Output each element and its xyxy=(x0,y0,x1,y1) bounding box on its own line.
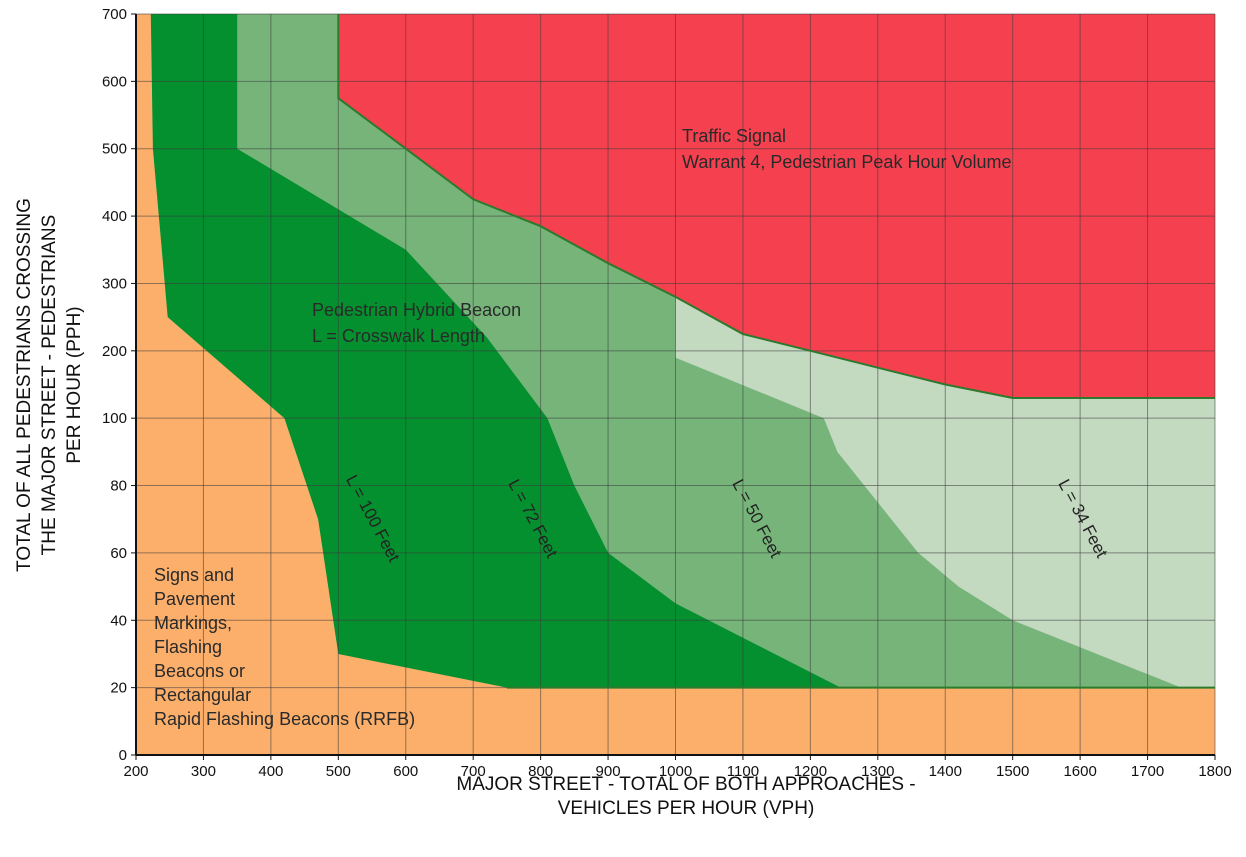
region-signs xyxy=(136,14,1215,755)
y-tick-label-300: 300 xyxy=(102,275,127,292)
x-tick-label-1200: 1200 xyxy=(794,763,827,780)
x-tick-label-700: 700 xyxy=(461,763,486,780)
y-tick-label-80: 80 xyxy=(110,478,127,495)
y-tick-label-600: 600 xyxy=(102,73,127,90)
beacon-label-2: L = Crosswalk Length xyxy=(312,326,485,346)
x-tick-label-600: 600 xyxy=(393,763,418,780)
y-tick-label-0: 0 xyxy=(119,747,127,764)
signs-label-line-3: Markings, xyxy=(154,613,232,633)
y-tick-label-200: 200 xyxy=(102,343,127,360)
y-axis-title-line-1: TOTAL OF ALL PEDESTRIANS CROSSING xyxy=(14,198,35,572)
traffic-signal-label-1: Traffic Signal xyxy=(682,126,786,146)
beacon-label-1: Pedestrian Hybrid Beacon xyxy=(312,300,521,320)
signs-label-line-4: Flashing xyxy=(154,637,222,657)
signs-label-line-2: Pavement xyxy=(154,589,235,609)
x-tick-label-1600: 1600 xyxy=(1063,763,1096,780)
traffic-signal-label-2: Warrant 4, Pedestrian Peak Hour Volume xyxy=(682,152,1012,172)
x-tick-label-1100: 1100 xyxy=(727,763,759,780)
region-traffic-signal xyxy=(338,14,1215,398)
x-tick-label-1800: 1800 xyxy=(1198,763,1231,780)
x-axis-title-line-1: MAJOR STREET - TOTAL OF BOTH APPROACHES … xyxy=(456,774,915,795)
signal-boundary-line xyxy=(337,14,1215,399)
y-tick-label-60: 60 xyxy=(110,545,127,562)
x-tick-label-400: 400 xyxy=(258,763,283,780)
y-axis-title-line-3: PER HOUR (PPH) xyxy=(64,306,85,463)
x-tick-label-1700: 1700 xyxy=(1131,763,1164,780)
x-tick-label-1500: 1500 xyxy=(996,763,1029,780)
signs-label-line-5: Beacons or xyxy=(154,661,245,681)
signs-label-line-6: Rectangular xyxy=(154,685,251,705)
signs-label-line-1: Signs and xyxy=(154,565,234,585)
x-tick-label-200: 200 xyxy=(123,763,148,780)
y-tick-label-700: 700 xyxy=(102,6,127,23)
y-tick-label-100: 100 xyxy=(102,410,127,427)
x-tick-label-1300: 1300 xyxy=(861,763,894,780)
y-axis-title-line-2: THE MAJOR STREET - PEDESTRIANS xyxy=(39,215,60,556)
x-tick-label-800: 800 xyxy=(528,763,553,780)
y-tick-label-40: 40 xyxy=(110,612,127,629)
x-tick-label-1400: 1400 xyxy=(929,763,962,780)
y-tick-label-500: 500 xyxy=(102,141,127,158)
x-tick-label-300: 300 xyxy=(191,763,216,780)
y-tick-label-20: 20 xyxy=(110,680,127,697)
x-axis-title-line-2: VEHICLES PER HOUR (VPH) xyxy=(558,798,815,819)
x-tick-label-500: 500 xyxy=(326,763,351,780)
signs-label-line-7: Rapid Flashing Beacons (RRFB) xyxy=(154,709,415,729)
x-tick-label-900: 900 xyxy=(596,763,621,780)
x-tick-label-1000: 1000 xyxy=(659,763,692,780)
y-tick-label-400: 400 xyxy=(102,208,127,225)
